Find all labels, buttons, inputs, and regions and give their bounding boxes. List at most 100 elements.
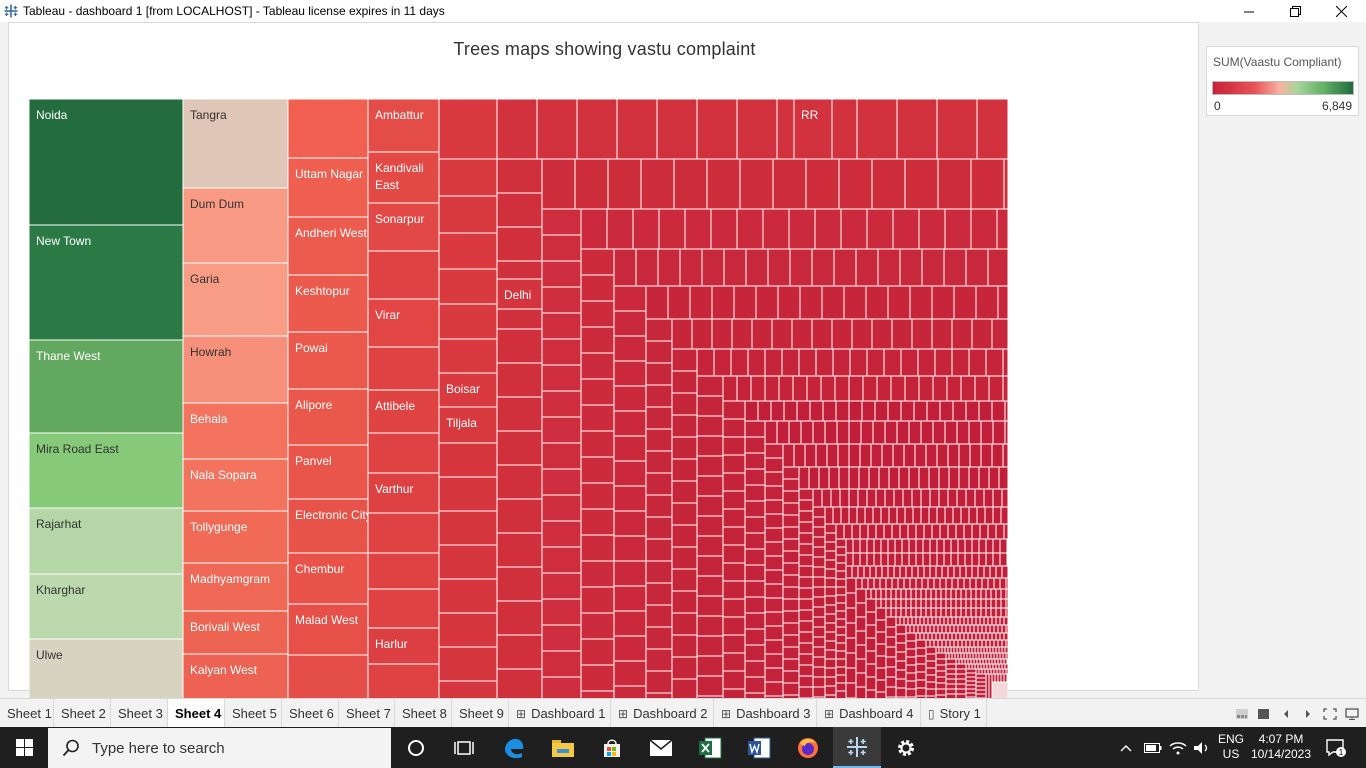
treemap-cell[interactable]	[722, 616, 746, 636]
treemap-cell[interactable]	[975, 598, 982, 609]
treemap-cell[interactable]	[960, 607, 967, 618]
treemap-cell[interactable]	[958, 443, 971, 468]
cortana-button[interactable]	[392, 727, 440, 768]
treemap-cell[interactable]	[1001, 639, 1007, 648]
tab-sheet-5[interactable]: Sheet 5	[225, 699, 282, 728]
treemap-cell[interactable]	[943, 616, 949, 626]
treemap-cell[interactable]	[925, 443, 938, 468]
treemap-cell[interactable]	[915, 588, 922, 600]
treemap-cell[interactable]	[852, 552, 861, 567]
clock[interactable]: 4:07 PM 10/14/2023	[1250, 732, 1312, 762]
treemap-cell[interactable]	[580, 586, 615, 614]
treemap-cell[interactable]	[935, 598, 942, 609]
treemap-cell[interactable]	[910, 607, 917, 618]
treemap-cell[interactable]	[855, 248, 879, 287]
treemap-cell[interactable]	[645, 494, 673, 518]
treemap-cell-noida[interactable]	[29, 99, 184, 226]
treemap-cell[interactable]	[645, 384, 673, 408]
treemap-cell[interactable]	[764, 555, 784, 571]
treemap-cell[interactable]	[928, 466, 940, 490]
treemap-cell[interactable]	[580, 612, 615, 640]
treemap-cell[interactable]	[835, 400, 850, 422]
treemap-cell[interactable]	[541, 338, 582, 366]
treemap-cell[interactable]	[835, 682, 847, 692]
treemap-cell[interactable]	[888, 506, 898, 525]
treemap-cell[interactable]	[867, 523, 877, 540]
treemap-cell[interactable]	[900, 348, 919, 377]
treemap-cell[interactable]	[831, 318, 853, 350]
treemap-cell[interactable]	[798, 348, 817, 377]
treemap-cell-thane-west[interactable]	[29, 339, 184, 434]
treemap-cell[interactable]	[696, 575, 724, 597]
treemap-cell[interactable]	[367, 663, 440, 700]
treemap-cell[interactable]	[932, 420, 946, 445]
treemap-cell[interactable]	[764, 597, 784, 613]
treemap-cell[interactable]	[875, 679, 887, 693]
treemap-cell[interactable]	[975, 588, 982, 600]
treemap-cell[interactable]	[984, 506, 994, 525]
treemap-cell[interactable]	[908, 466, 920, 490]
treemap-cell[interactable]	[764, 569, 784, 585]
treemap-cell[interactable]	[951, 632, 957, 641]
treemap-cell[interactable]	[750, 375, 766, 402]
treemap-cell[interactable]	[989, 639, 995, 648]
treemap-cell[interactable]	[1005, 639, 1008, 648]
treemap-cell[interactable]	[865, 588, 872, 600]
treemap-cell[interactable]	[991, 443, 1004, 468]
treemap-cell[interactable]	[1004, 420, 1008, 445]
treemap-cell[interactable]	[885, 588, 892, 600]
treemap-cell[interactable]	[613, 335, 647, 362]
treemap-cell-rajarhat[interactable]	[29, 507, 184, 575]
treemap-cell[interactable]	[885, 666, 897, 678]
treemap-cell[interactable]	[811, 318, 833, 350]
treemap-cell[interactable]	[580, 482, 615, 510]
treemap-cell[interactable]	[915, 598, 922, 609]
treemap-cell[interactable]	[541, 364, 582, 392]
treemap-cell[interactable]	[645, 604, 673, 628]
treemap-cell[interactable]	[975, 681, 987, 687]
treemap-cell[interactable]	[978, 552, 987, 567]
treemap-cell[interactable]	[965, 688, 977, 694]
treemap-cell[interactable]	[975, 677, 987, 683]
treemap-cell-sonarpur[interactable]	[367, 202, 440, 252]
treemap-cell[interactable]	[856, 99, 898, 160]
treemap-cell[interactable]	[541, 468, 582, 496]
treemap-cell[interactable]	[848, 420, 862, 445]
treemap-cell[interactable]	[978, 400, 993, 422]
treemap-cell[interactable]	[883, 348, 902, 377]
treemap-cell[interactable]	[824, 550, 837, 561]
treemap-cell[interactable]	[689, 285, 713, 320]
treemap-cell[interactable]	[947, 632, 953, 641]
treemap-cell[interactable]	[367, 432, 440, 474]
treemap-cell[interactable]	[887, 400, 902, 422]
treemap-cell[interactable]	[788, 420, 802, 445]
treemap-cell[interactable]	[960, 506, 970, 525]
treemap-cell[interactable]	[1000, 588, 1007, 600]
treemap-cell-uttam-nagar[interactable]	[287, 157, 369, 218]
treemap-cell[interactable]	[957, 639, 963, 648]
treemap-cell[interactable]	[953, 285, 977, 320]
treemap-cell[interactable]	[799, 285, 823, 320]
treemap-cell[interactable]	[875, 667, 887, 681]
treemap-cell[interactable]	[935, 658, 947, 666]
treemap-cell[interactable]	[671, 546, 698, 570]
treemap-cell[interactable]	[783, 400, 798, 422]
treemap-cell[interactable]	[736, 375, 752, 402]
treemap-cell[interactable]	[938, 488, 949, 508]
treemap-cell[interactable]	[671, 590, 698, 614]
treemap-cell[interactable]	[975, 285, 999, 320]
treemap-cell[interactable]	[805, 158, 840, 210]
treemap-cell[interactable]	[957, 552, 966, 567]
treemap-cell[interactable]	[980, 607, 987, 618]
treemap-cell[interactable]	[925, 607, 932, 618]
treemap-cell[interactable]	[855, 658, 867, 674]
treemap-cell[interactable]	[930, 607, 937, 618]
treemap-cell[interactable]	[923, 565, 931, 579]
treemap-cell[interactable]	[812, 488, 823, 508]
treemap-cell[interactable]	[945, 673, 957, 680]
treemap-cell[interactable]	[945, 678, 957, 685]
treemap-cell[interactable]	[792, 375, 808, 402]
treemap-cell[interactable]	[851, 318, 873, 350]
treemap-cell[interactable]	[696, 435, 724, 457]
treemap-cell[interactable]	[965, 624, 971, 634]
